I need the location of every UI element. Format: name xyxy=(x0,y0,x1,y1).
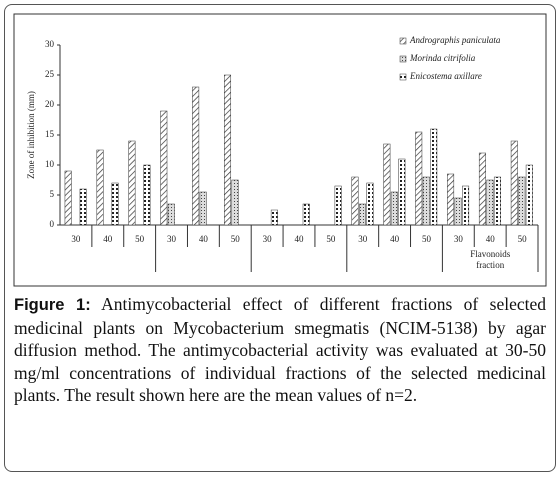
x-tick-label: 30 xyxy=(454,234,464,244)
figure-frame xyxy=(4,4,556,472)
bar xyxy=(486,179,494,226)
bar xyxy=(128,140,136,226)
caption-text: Antimycobacterial effect of different fr… xyxy=(14,294,546,405)
bar xyxy=(351,176,359,226)
bar xyxy=(510,140,518,226)
bar xyxy=(422,176,430,226)
x-tick-label: 40 xyxy=(486,234,496,244)
x-tick-label: 50 xyxy=(231,234,241,244)
bar xyxy=(167,203,175,226)
x-tick-label: 30 xyxy=(167,234,177,244)
x-tick-label: 50 xyxy=(135,234,145,244)
bar xyxy=(358,203,366,226)
legend-swatch xyxy=(399,37,407,45)
bar xyxy=(525,164,533,226)
legend-swatch xyxy=(399,55,407,63)
legend-label: Enicostema axillare xyxy=(409,71,482,81)
bar xyxy=(192,86,200,226)
y-axis-label: Zone of inhibition (mm) xyxy=(26,91,36,179)
bar xyxy=(390,191,398,226)
bar xyxy=(143,164,151,226)
y-tick-label: 10 xyxy=(45,159,55,169)
bar xyxy=(447,173,455,226)
bar xyxy=(270,209,278,226)
bar xyxy=(493,176,501,226)
bar xyxy=(64,170,72,226)
caption-label: Figure 1: xyxy=(14,296,91,314)
y-tick-label: 0 xyxy=(50,219,55,229)
x-tick-label: 40 xyxy=(199,234,209,244)
x-tick-label: 40 xyxy=(295,234,305,244)
bar xyxy=(366,182,374,226)
caption: Figure 1: Antimycobacterial effect of di… xyxy=(14,293,546,407)
x-tick-label: 50 xyxy=(326,234,336,244)
x-tick-label: 30 xyxy=(358,234,368,244)
legend-swatch xyxy=(399,73,407,81)
legend-label: Morinda citrifolia xyxy=(409,53,476,63)
chart-border xyxy=(13,13,547,287)
bar xyxy=(302,203,310,226)
y-tick-label: 30 xyxy=(45,39,55,49)
bar xyxy=(415,131,423,226)
bar xyxy=(224,74,232,226)
chart: Zone of inhibition (mm) 0 5 10 15 20 25 30 Flav… xyxy=(13,13,547,287)
y-tick-label: 15 xyxy=(45,129,55,139)
bar xyxy=(111,182,119,226)
y-tick-label: 20 xyxy=(45,99,55,109)
bar xyxy=(231,179,239,226)
y-tick-label: 5 xyxy=(50,189,55,199)
x-tick-label: 50 xyxy=(518,234,528,244)
group-label: Flavonoids fraction xyxy=(470,249,511,270)
bar xyxy=(383,143,391,226)
bar xyxy=(79,188,87,226)
x-tick-label: 40 xyxy=(390,234,400,244)
x-tick-label: 30 xyxy=(71,234,81,244)
x-tick-label: 50 xyxy=(422,234,432,244)
bar xyxy=(454,197,462,226)
bar xyxy=(96,149,104,226)
x-tick-label: 40 xyxy=(103,234,113,244)
bar xyxy=(478,152,486,226)
bar xyxy=(334,185,342,226)
x-tick-label: 30 xyxy=(263,234,273,244)
legend-label: Andrographis paniculata xyxy=(409,35,501,45)
bar xyxy=(518,176,526,226)
y-tick-label: 25 xyxy=(45,69,55,79)
bar xyxy=(462,185,470,226)
bar xyxy=(430,128,438,226)
bar xyxy=(160,110,168,226)
bar xyxy=(199,191,207,226)
bar xyxy=(398,158,406,226)
